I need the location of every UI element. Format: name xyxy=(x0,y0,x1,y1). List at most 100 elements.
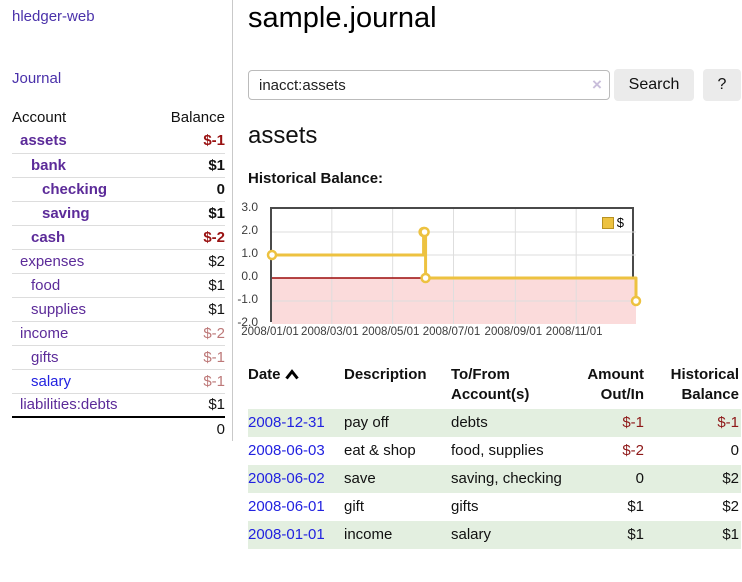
transaction-row: 2008-06-02 save saving, checking 0 $2 xyxy=(248,465,741,493)
account-heading: assets xyxy=(248,122,318,149)
account-balance: $-1 xyxy=(152,368,225,393)
accounts-total-row: 0 xyxy=(12,416,225,441)
y-tick-label: 0.0 xyxy=(241,269,258,283)
x-tick-label: 2008/05/01 xyxy=(361,326,420,338)
historical-balance-chart: $ xyxy=(266,207,642,324)
transaction-row: 2008-06-03 eat & shop food, supplies $-2 0 xyxy=(248,437,741,465)
account-balance: $1 xyxy=(152,200,225,225)
transaction-date-link[interactable]: 2008-01-01 xyxy=(248,526,325,543)
app-brand-link[interactable]: hledger-web xyxy=(12,8,95,25)
clear-search-icon[interactable]: × xyxy=(592,75,602,94)
account-row: saving $1 xyxy=(12,200,225,225)
transaction-balance: $2 xyxy=(722,470,739,487)
account-row: supplies $1 xyxy=(12,296,225,321)
transaction-description: gift xyxy=(344,498,365,515)
chart-x-axis-labels: 2008/01/01 2008/03/01 2008/05/01 2008/07/01… xyxy=(241,326,634,340)
account-link-liabilities-debts[interactable]: liabilities:debts xyxy=(20,396,118,414)
transaction-balance: $1 xyxy=(722,526,739,543)
search-button[interactable]: Search xyxy=(614,69,694,101)
transaction-balance: 0 xyxy=(730,442,739,459)
account-balance: $1 xyxy=(152,392,225,417)
transaction-row: 2008-12-31 pay off debts $-1 $-1 xyxy=(248,409,741,437)
x-tick-label: 2008/03/01 xyxy=(301,326,359,338)
account-balance: $2 xyxy=(152,248,225,273)
account-row: salary $-1 xyxy=(12,368,225,393)
account-link-assets[interactable]: assets xyxy=(20,132,67,150)
transaction-amount: $-1 xyxy=(622,414,644,431)
y-tick-label: 3.0 xyxy=(241,200,258,214)
header-date[interactable]: Date xyxy=(248,363,344,409)
transaction-accounts: saving, checking xyxy=(451,470,562,487)
account-row: expenses $2 xyxy=(12,248,225,273)
accounts-table-header: Account Balance xyxy=(12,105,225,129)
sidebar: hledger-web Journal Account Balance asse… xyxy=(0,0,233,441)
chart-y-axis-labels: 3.0 2.0 1.0 0.0 -1.0 -2.0 xyxy=(200,200,264,329)
accounts-header-account: Account xyxy=(12,108,67,126)
transaction-balance: $-1 xyxy=(717,414,739,431)
transactions-table: Date Description To/From Account(s) Amou… xyxy=(248,363,741,549)
account-balance: $1 xyxy=(152,152,225,177)
chevron-up-icon xyxy=(285,369,299,380)
account-row: liabilities:debts $1 xyxy=(12,392,225,417)
transaction-amount: $-2 xyxy=(622,442,644,459)
account-link-supplies[interactable]: supplies xyxy=(31,300,87,318)
account-balance: $-2 xyxy=(152,320,225,345)
y-tick-label: -2.0 xyxy=(237,315,258,329)
account-balance: $-1 xyxy=(203,132,225,150)
account-balance: $1 xyxy=(152,272,225,297)
account-link-salary[interactable]: salary xyxy=(31,372,72,390)
transaction-amount: $1 xyxy=(627,498,644,515)
transaction-row: 2008-06-01 gift gifts $1 $2 xyxy=(248,493,741,521)
x-tick-label: 2008/01/01 xyxy=(241,326,299,338)
account-row: checking 0 xyxy=(12,176,225,201)
account-balance: $-2 xyxy=(152,224,225,249)
transaction-date-link[interactable]: 2008-12-31 xyxy=(248,414,325,431)
transaction-date-link[interactable]: 2008-06-02 xyxy=(248,470,325,487)
account-row: gifts $-1 xyxy=(12,344,225,369)
transaction-date-link[interactable]: 2008-06-01 xyxy=(248,498,325,515)
account-link-bank[interactable]: bank xyxy=(31,156,67,174)
transaction-amount: $1 xyxy=(627,526,644,543)
header-description: Description xyxy=(344,366,427,383)
transaction-accounts: debts xyxy=(451,414,488,431)
account-link-cash[interactable]: cash xyxy=(31,228,66,246)
transaction-amount: 0 xyxy=(635,470,644,487)
transaction-accounts: food, supplies xyxy=(451,442,544,459)
chart-legend: $ xyxy=(601,215,624,230)
header-accounts: To/From Account(s) xyxy=(451,366,530,403)
accounts-header-balance: Balance xyxy=(170,108,225,126)
header-amount: Amount Out/In xyxy=(587,366,644,403)
account-link-expenses[interactable]: expenses xyxy=(20,252,85,270)
x-tick-label: 2008/11/01 xyxy=(545,326,603,338)
y-tick-label: 1.0 xyxy=(241,246,258,260)
sidebar-item-journal[interactable]: Journal xyxy=(12,70,62,87)
help-button[interactable]: ? xyxy=(703,69,741,101)
account-row: income $-2 xyxy=(12,320,225,345)
y-tick-label: 2.0 xyxy=(241,223,258,237)
account-link-saving[interactable]: saving xyxy=(42,204,90,222)
chart-canvas xyxy=(266,209,642,324)
account-balance: $-1 xyxy=(152,344,225,369)
transaction-description: pay off xyxy=(344,414,389,431)
account-row: assets $-1 xyxy=(12,129,225,153)
y-tick-label: -1.0 xyxy=(237,292,258,306)
x-tick-label: 2008/09/01 xyxy=(484,326,543,338)
accounts-table: Account Balance assets $-1 bank $1 checking 0… xyxy=(12,105,225,441)
page-title: sample.journal xyxy=(248,2,437,34)
legend-label: $ xyxy=(616,215,624,230)
transaction-row: 2008-01-01 income salary $1 $1 xyxy=(248,521,741,549)
account-link-checking[interactable]: checking xyxy=(42,180,108,198)
account-link-gifts[interactable]: gifts xyxy=(31,348,59,366)
account-row: bank $1 xyxy=(12,152,225,177)
account-link-income[interactable]: income xyxy=(20,324,69,342)
search-input[interactable] xyxy=(248,70,610,100)
transaction-date-link[interactable]: 2008-06-03 xyxy=(248,442,325,459)
transaction-accounts: salary xyxy=(451,526,492,543)
historical-balance-label: Historical Balance: xyxy=(248,170,384,187)
transaction-balance: $2 xyxy=(722,498,739,515)
header-balance: Historical Balance xyxy=(670,366,739,403)
account-link-food[interactable]: food xyxy=(31,276,61,294)
transaction-description: save xyxy=(344,470,376,487)
transaction-description: eat & shop xyxy=(344,442,416,459)
accounts-total-balance: 0 xyxy=(152,416,225,441)
